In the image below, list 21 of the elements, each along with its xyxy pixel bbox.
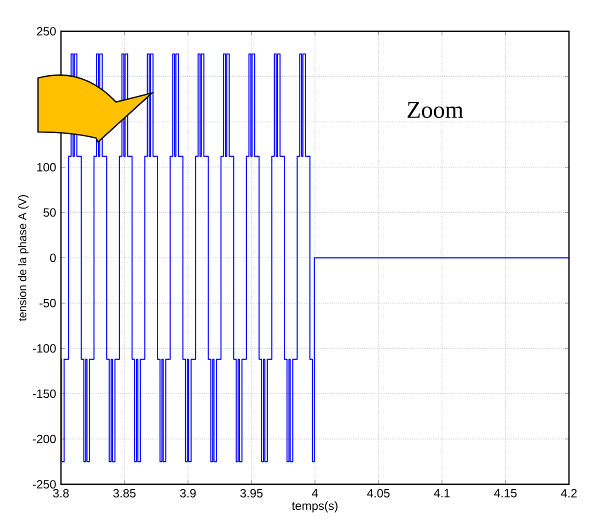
x-axis-title: temps(s) <box>292 501 338 512</box>
annotation: Zoom <box>408 102 464 118</box>
y-tick-label: 0 <box>50 254 56 262</box>
y-tick-label: 250 <box>36 27 56 36</box>
y-tick-label: -150 <box>32 389 56 398</box>
x-tick-label: 4.1 <box>434 489 450 498</box>
x-tick-label: 3.9 <box>180 488 196 498</box>
y-tick-label: 50 <box>43 208 56 217</box>
y-axis-title: tension de la phase A (V) <box>18 195 29 322</box>
x-tick-label: 4.15 <box>494 489 517 498</box>
y-tick-label: -100 <box>32 344 56 353</box>
y-tick-label: -200 <box>32 434 56 444</box>
x-tick-label: 4.05 <box>367 488 390 498</box>
y-tick-label: -250 <box>32 480 56 489</box>
x-tick-label: 3.8 <box>53 488 69 498</box>
x-tick-label: 4 <box>312 489 318 498</box>
y-tick-label: -50 <box>40 298 56 308</box>
x-tick-label: 3.95 <box>240 488 263 498</box>
x-tick-label: 3.85 <box>113 488 136 498</box>
x-tick-label: 4.2 <box>560 488 577 498</box>
y-tick-label: 100 <box>37 162 56 172</box>
